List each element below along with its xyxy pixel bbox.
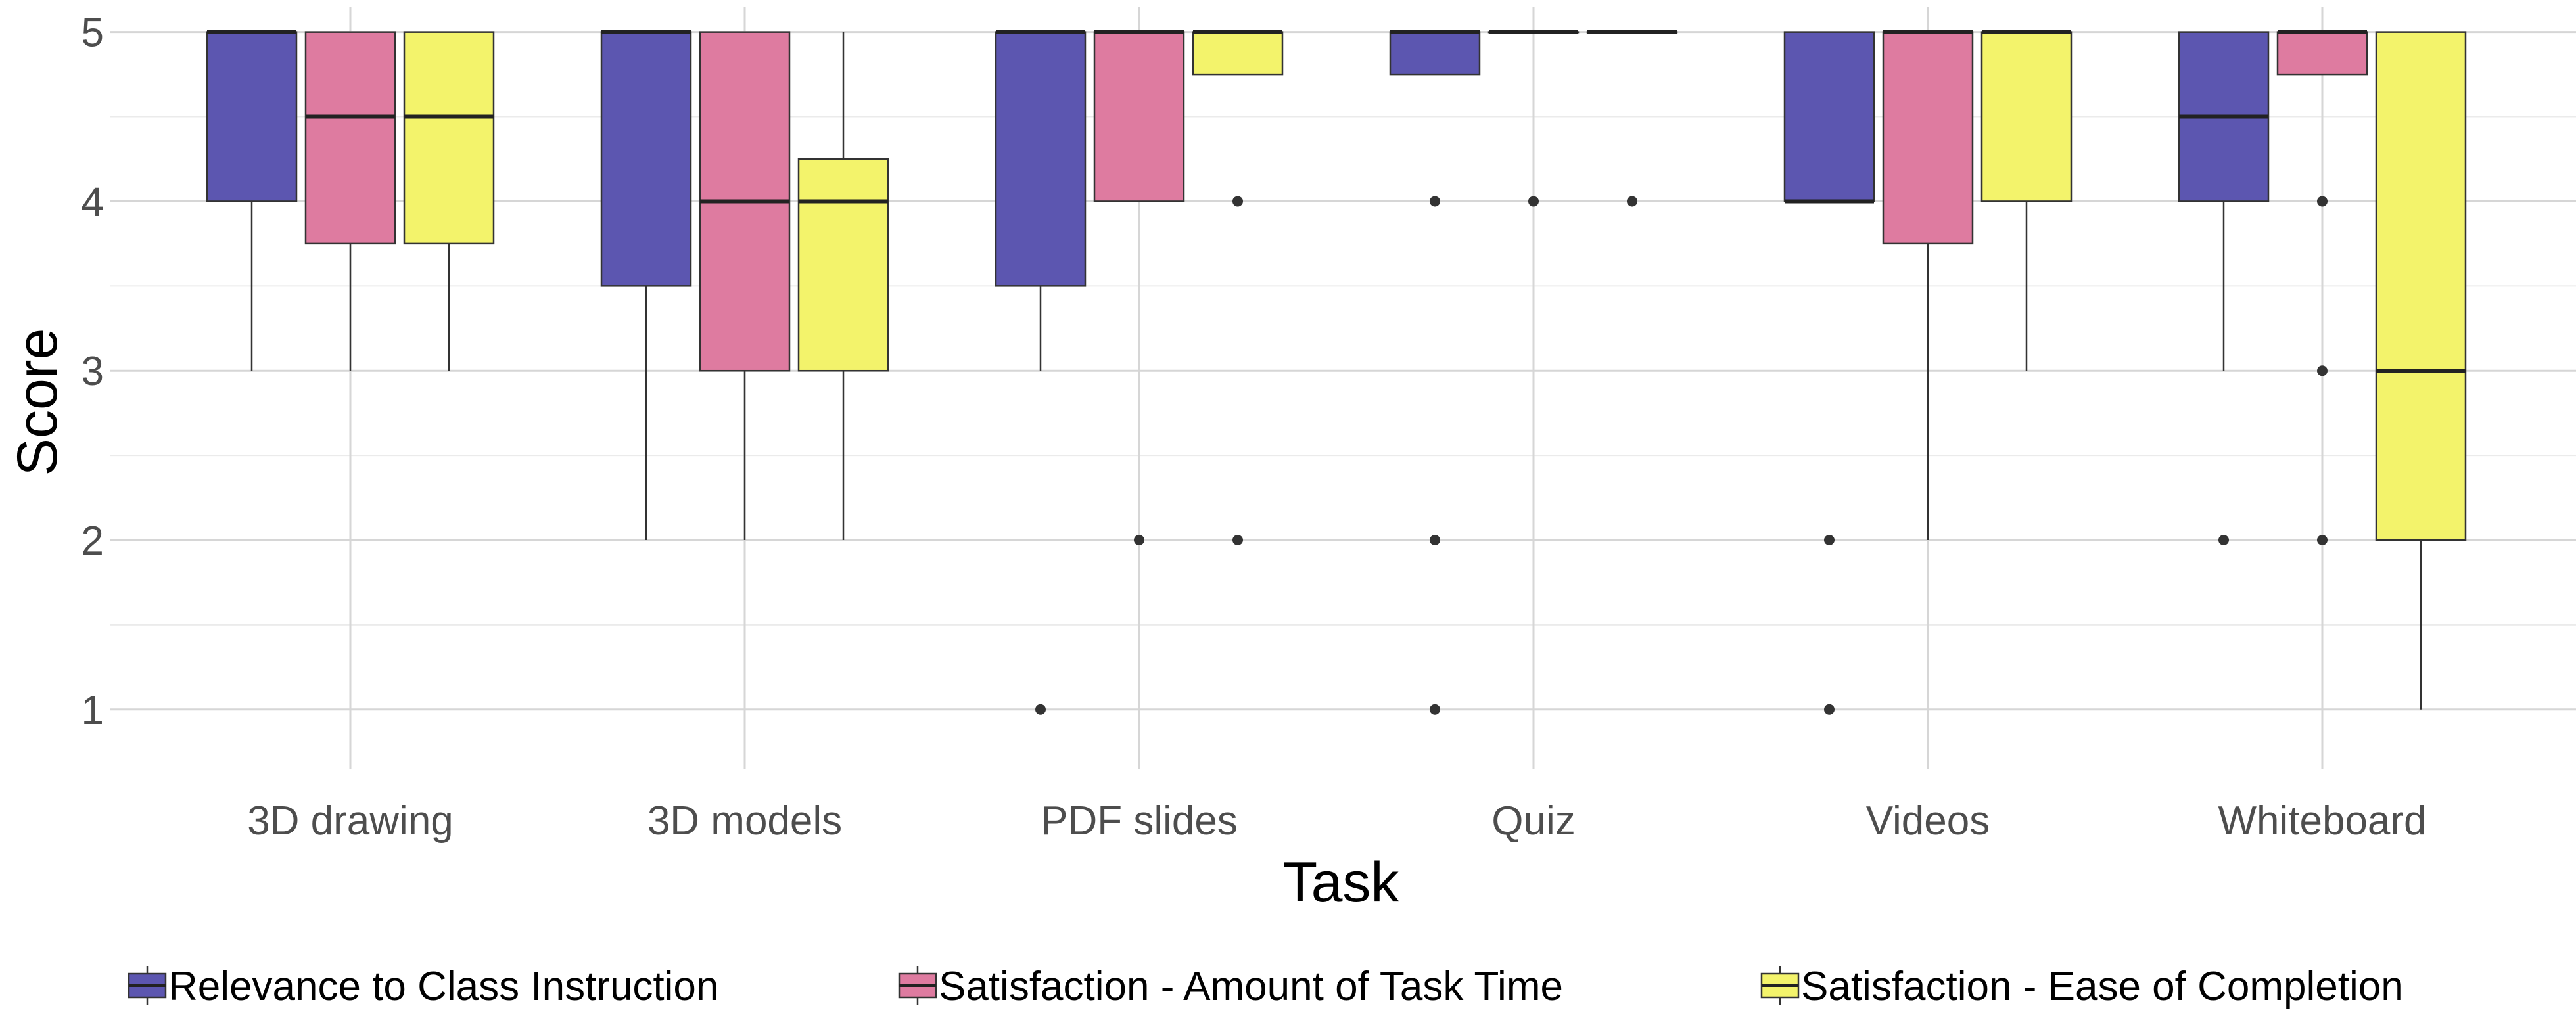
box-group (1389, 30, 1481, 715)
x-tick-label: Whiteboard (2218, 798, 2426, 844)
y-tick-label: 5 (82, 11, 104, 56)
box-group (1882, 30, 1974, 540)
box-group (2276, 30, 2368, 545)
box-group (1192, 30, 1284, 545)
box-group (995, 30, 1087, 715)
outlier-point (1627, 196, 1637, 207)
x-tick-label: Videos (1866, 798, 1990, 844)
box (1783, 31, 1875, 202)
box-group (600, 30, 692, 540)
box (1389, 31, 1481, 76)
y-axis-title: Score (6, 329, 69, 476)
box (2276, 31, 2368, 76)
x-tick-label: 3D drawing (247, 798, 454, 844)
y-tick-label: 1 (82, 688, 104, 733)
outlier-point (2317, 196, 2328, 207)
box-group (403, 31, 495, 371)
box (2375, 31, 2467, 541)
outlier-point (1035, 704, 1046, 715)
x-axis-ticks: 3D drawing 3D models PDF slides Quiz Videos W… (247, 798, 2426, 844)
outlier-point (1232, 196, 1243, 207)
box (304, 31, 396, 245)
legend-item: Relevance to Class Instruction (128, 964, 718, 1009)
box-group (797, 32, 889, 540)
box-group (2178, 31, 2270, 545)
outlier-point (1824, 704, 1835, 715)
x-tick-label: PDF slides (1041, 798, 1238, 844)
outlier-point (1430, 704, 1440, 715)
box-group (699, 31, 791, 540)
x-tick-label: Quiz (1491, 798, 1575, 844)
legend-label: Relevance to Class Instruction (168, 964, 718, 1009)
legend: Relevance to Class Instruction Satisfacti… (128, 964, 2404, 1009)
box-group (1586, 30, 1678, 207)
y-axis-ticks: 1 2 3 4 5 (82, 11, 104, 733)
outlier-point (1430, 196, 1440, 207)
x-tick-label: 3D models (647, 798, 842, 844)
box (1093, 31, 1185, 202)
box-group (2375, 31, 2467, 710)
outlier-point (1430, 535, 1440, 545)
box (1882, 31, 1974, 245)
box-plots (206, 30, 2467, 715)
legend-label: Satisfaction - Ease of Completion (1801, 964, 2404, 1009)
outlier-point (2317, 535, 2328, 545)
legend-item: Satisfaction - Ease of Completion (1760, 964, 2404, 1009)
box (995, 31, 1087, 287)
y-tick-label: 2 (82, 518, 104, 564)
outlier-point (1134, 535, 1144, 545)
box (1192, 31, 1284, 76)
legend-label: Satisfaction - Amount of Task Time (939, 964, 1563, 1009)
box (1980, 31, 2073, 202)
outlier-point (2218, 535, 2229, 545)
box (600, 31, 692, 287)
box-group (304, 31, 396, 371)
x-axis-title: Task (1283, 851, 1400, 914)
y-tick-label: 4 (82, 179, 104, 225)
y-tick-label: 3 (82, 349, 104, 394)
outlier-point (1824, 535, 1835, 545)
box (797, 158, 889, 372)
legend-item: Satisfaction - Amount of Task Time (898, 964, 1563, 1009)
box (206, 31, 298, 202)
outlier-point (1232, 535, 1243, 545)
box-group (206, 30, 298, 371)
box-group (1980, 30, 2073, 371)
box (403, 31, 495, 245)
box-group (1487, 30, 1580, 207)
outlier-point (1528, 196, 1539, 207)
box-group (1093, 30, 1185, 545)
box-group (1783, 31, 1875, 715)
outlier-point (2317, 365, 2328, 376)
